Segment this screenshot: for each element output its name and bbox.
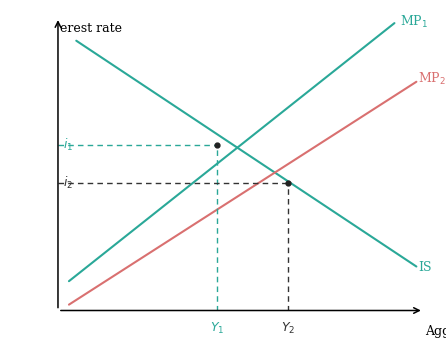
Text: $Y_2$: $Y_2$ [281, 321, 296, 336]
Text: Aggregate Income: Aggregate Income [425, 325, 446, 338]
Text: $i_1$: $i_1$ [63, 137, 74, 153]
Text: MP$_1$: MP$_1$ [400, 13, 428, 30]
Text: $i_2$: $i_2$ [63, 175, 74, 191]
Text: MP$_2$: MP$_2$ [418, 71, 446, 87]
Text: $Y_1$: $Y_1$ [210, 321, 224, 336]
Text: IS: IS [418, 262, 432, 275]
Text: erest rate: erest rate [60, 22, 122, 34]
